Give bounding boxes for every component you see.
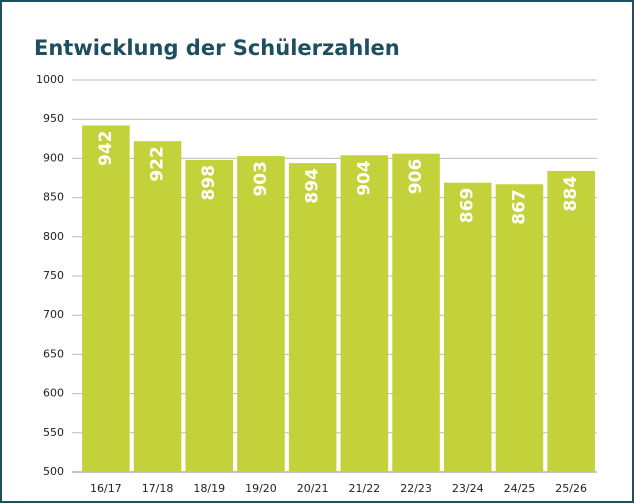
x-tick-label: 22/23 [400, 482, 432, 495]
y-tick-label: 800 [43, 230, 64, 243]
bar [340, 155, 389, 473]
bar [392, 153, 440, 473]
y-tick-label: 950 [43, 112, 64, 125]
x-tick-label: 18/19 [193, 482, 225, 495]
x-tick-label: 24/25 [504, 482, 536, 495]
bar [237, 156, 285, 472]
bar [288, 163, 337, 472]
value-label: 884 [561, 176, 581, 212]
x-tick-label: 25/26 [555, 482, 587, 495]
bar [547, 170, 595, 472]
x-tick-label: 16/17 [90, 482, 122, 495]
y-tick-label: 550 [43, 426, 64, 439]
value-label: 903 [251, 161, 271, 197]
y-tick-label: 650 [43, 347, 64, 360]
y-tick-label: 850 [43, 191, 64, 204]
y-tick-label: 750 [43, 269, 64, 282]
value-label: 867 [509, 189, 529, 225]
bar [82, 125, 130, 473]
x-tick-label: 17/18 [142, 482, 174, 495]
bar [185, 159, 234, 472]
x-tick-label: 23/24 [452, 482, 484, 495]
x-tick-label: 20/21 [297, 482, 329, 495]
chart-title: Entwicklung der Schülerzahlen [34, 36, 400, 60]
bar [443, 182, 492, 473]
value-label: 894 [303, 168, 323, 204]
y-tick-label: 600 [43, 387, 64, 400]
bar [133, 141, 182, 473]
y-tick-label: 1000 [36, 73, 64, 86]
x-tick-label: 19/20 [245, 482, 277, 495]
y-tick-label: 700 [43, 308, 64, 321]
bar [495, 184, 544, 472]
x-tick-label: 21/22 [348, 482, 380, 495]
y-tick-label: 900 [43, 151, 64, 164]
value-label: 942 [96, 130, 116, 166]
value-label: 869 [458, 188, 478, 224]
value-label: 906 [406, 159, 426, 195]
value-label: 898 [199, 165, 219, 201]
value-label: 904 [354, 160, 374, 196]
y-tick-label: 500 [43, 465, 64, 478]
value-label: 922 [148, 146, 168, 182]
